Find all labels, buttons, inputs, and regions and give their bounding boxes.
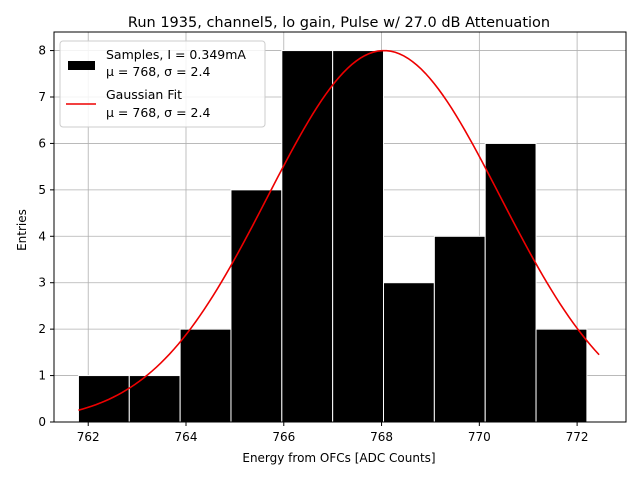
x-axis-title: Energy from OFCs [ADC Counts] xyxy=(242,451,435,465)
x-tick-label: 770 xyxy=(468,430,491,444)
y-tick-label: 0 xyxy=(38,415,46,429)
histogram-bars xyxy=(77,50,588,423)
y-tick-label: 7 xyxy=(38,90,46,104)
legend-fit-label: Gaussian Fit xyxy=(106,87,182,102)
gaussian-fit-line xyxy=(78,49,600,411)
y-axis-title: Entries xyxy=(15,209,29,251)
histogram-bar xyxy=(535,328,588,423)
legend-frame xyxy=(59,40,266,128)
y-tick-label: 3 xyxy=(38,276,46,290)
histogram-bar xyxy=(281,50,334,423)
legend-samples-stats: μ = 768, σ = 2.4 xyxy=(106,64,210,79)
plot-frame xyxy=(53,31,627,423)
axes-layer: 762 764 766 768 770 772 0 1 2 3 4 5 6 7 8 xyxy=(38,31,627,444)
y-tick-label: 1 xyxy=(38,369,46,383)
histogram-bar xyxy=(433,235,486,423)
histogram-bar xyxy=(383,282,435,423)
y-tick-label: 8 xyxy=(38,44,46,58)
histogram-bar xyxy=(179,328,232,423)
y-tick-label: 2 xyxy=(38,322,46,336)
x-tick-label: 762 xyxy=(77,430,100,444)
x-tick-label: 768 xyxy=(370,430,393,444)
x-tick-label: 764 xyxy=(175,430,198,444)
histogram-bar xyxy=(77,375,130,423)
histogram-bar xyxy=(484,142,537,423)
legend-samples-swatch xyxy=(68,61,95,70)
legend-samples-label: Samples, I = 0.349mA xyxy=(106,47,246,62)
chart-title: Run 1935, channel5, lo gain, Pulse w/ 27… xyxy=(128,15,550,31)
legend-fit-stats: μ = 768, σ = 2.4 xyxy=(106,105,210,120)
legend: Samples, I = 0.349mA μ = 768, σ = 2.4 Ga… xyxy=(59,40,266,128)
gaussian-fit-layer xyxy=(78,49,600,411)
y-tick-label: 6 xyxy=(38,136,46,150)
y-tick-label: 4 xyxy=(38,229,46,243)
y-tick-label: 5 xyxy=(38,183,46,197)
x-tick-label: 766 xyxy=(272,430,295,444)
x-tick-label: 772 xyxy=(566,430,589,444)
histogram-bar xyxy=(230,189,283,423)
histogram-bar xyxy=(332,50,385,423)
